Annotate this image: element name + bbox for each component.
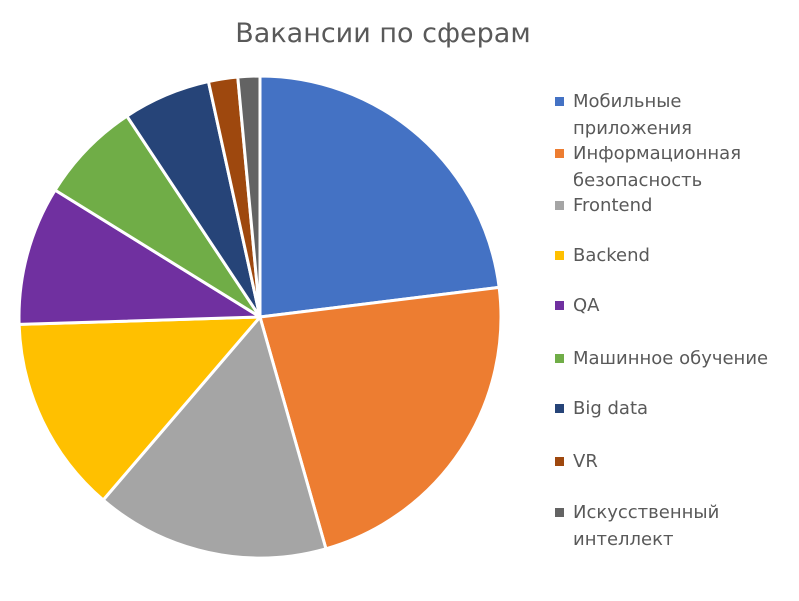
legend-swatch <box>555 404 564 413</box>
pie-slice-3 <box>101 315 328 560</box>
legend-label: Машинное обучение <box>573 348 769 369</box>
chart-title: Вакансии по сферам <box>235 18 531 49</box>
legend-swatch <box>555 201 564 210</box>
legend-label: QA <box>573 295 600 316</box>
legend-item: Мобильные приложения <box>555 88 692 142</box>
legend-swatch <box>555 149 564 158</box>
legend-swatch <box>555 251 564 260</box>
legend-label: Мобильные приложения <box>573 91 692 139</box>
legend-label: VR <box>573 451 598 472</box>
pie-slice-9 <box>236 74 262 319</box>
pie-slice-5 <box>17 188 262 326</box>
legend-item: Backend <box>555 242 650 269</box>
legend-item: Информационная безопасность <box>555 140 741 194</box>
legend-item: Машинное обучение <box>555 345 768 372</box>
legend-label: Backend <box>573 245 650 266</box>
legend-swatch <box>555 97 564 106</box>
legend-item: VR <box>555 448 598 475</box>
legend-label: Искусственный интеллект <box>573 502 720 550</box>
legend-swatch <box>555 457 564 466</box>
legend-swatch <box>555 508 564 517</box>
legend-item: Искусственный интеллект <box>555 499 719 553</box>
legend-label: Big data <box>573 398 649 419</box>
legend-swatch <box>555 301 564 310</box>
legend-item: QA <box>555 292 599 319</box>
legend-label: Frontend <box>573 195 653 216</box>
legend-item: Frontend <box>555 192 652 219</box>
pie-slice-4 <box>17 315 262 502</box>
pie-slice-1 <box>258 74 501 319</box>
legend-item: Big data <box>555 395 648 422</box>
pie-slice-2 <box>258 285 503 551</box>
pie-slice-6 <box>53 114 262 319</box>
legend-swatch <box>555 354 564 363</box>
legend-label: Информационная безопасность <box>573 143 742 191</box>
